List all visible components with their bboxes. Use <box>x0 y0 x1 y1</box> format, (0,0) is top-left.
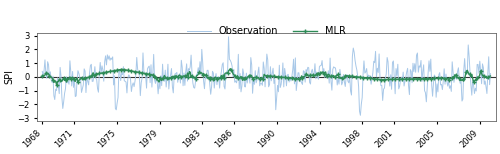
Observation <box>417 66 423 68</box>
MLR <box>253 76 259 78</box>
MLR <box>488 75 494 77</box>
Observation <box>409 82 415 84</box>
MLR <box>40 75 46 77</box>
Observation <box>358 114 364 116</box>
Observation <box>226 36 232 38</box>
Legend: Observation, MLR: Observation, MLR <box>183 22 350 40</box>
Observation <box>252 70 258 72</box>
Line: Observation: Observation <box>42 37 490 115</box>
Observation <box>302 71 308 72</box>
MLR <box>228 68 234 70</box>
Observation <box>40 71 46 72</box>
MLR <box>54 84 60 85</box>
Observation <box>46 64 52 66</box>
Y-axis label: SPI: SPI <box>4 69 14 84</box>
MLR <box>208 76 214 78</box>
Observation <box>488 73 494 75</box>
Line: MLR: MLR <box>40 67 492 87</box>
Observation <box>207 84 213 86</box>
MLR <box>409 78 415 80</box>
MLR <box>46 73 52 75</box>
MLR <box>302 75 308 77</box>
MLR <box>417 78 423 80</box>
